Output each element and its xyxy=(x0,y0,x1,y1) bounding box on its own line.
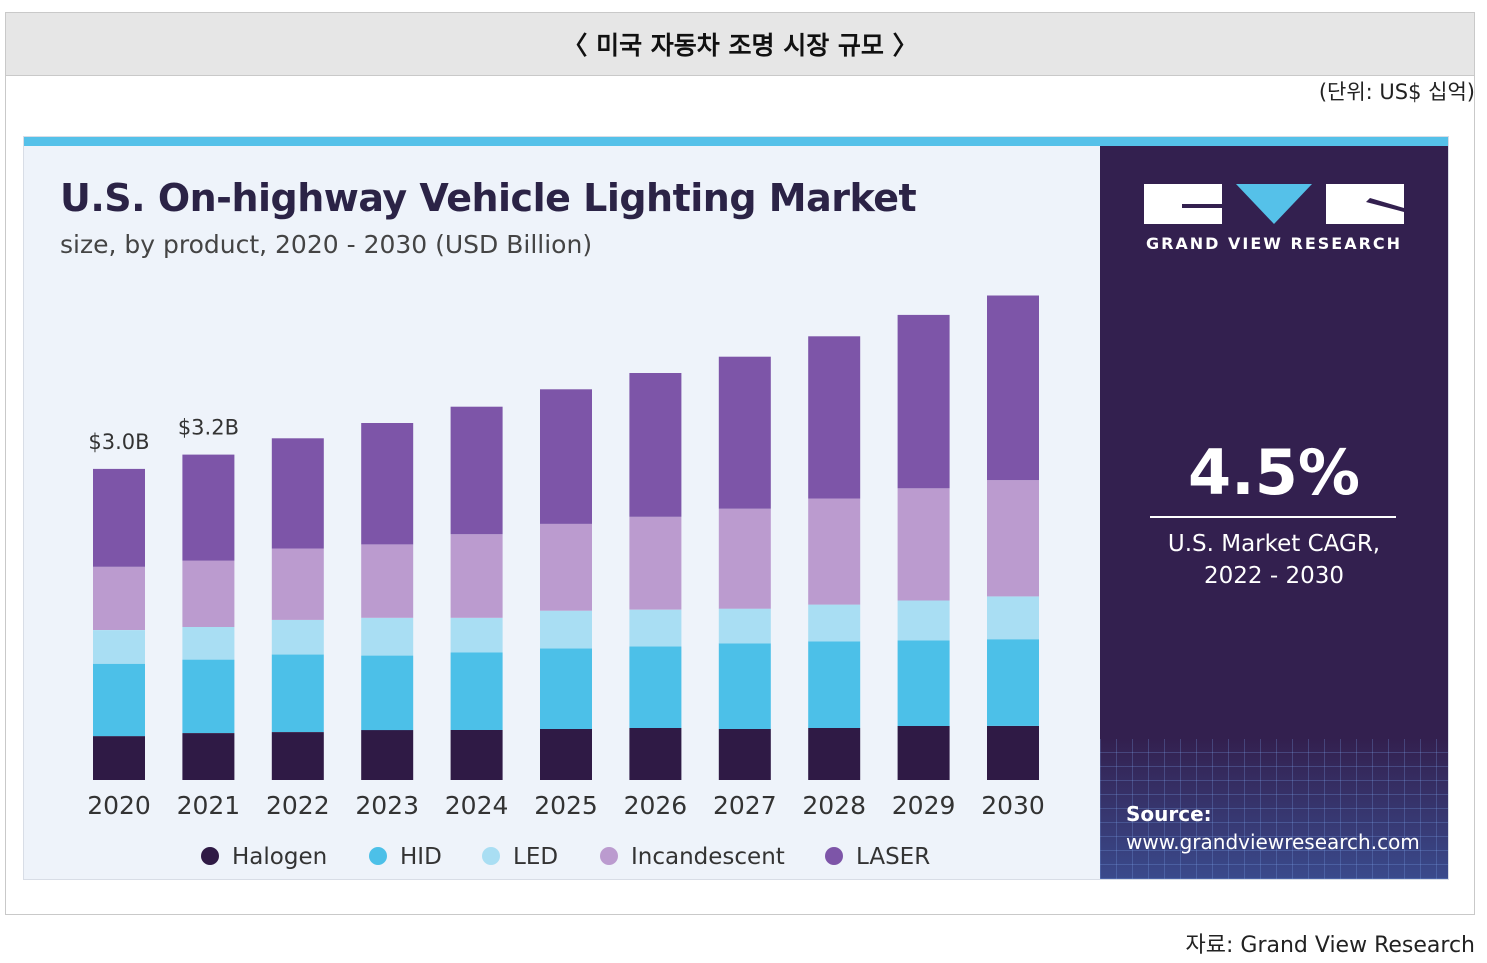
x-tick-label: 2021 xyxy=(177,791,241,820)
bar-halogen-2023 xyxy=(361,730,414,780)
data-label: $3.2B xyxy=(178,416,239,440)
bar-led-2029 xyxy=(897,600,950,641)
cagr-label-line1: U.S. Market CAGR, xyxy=(1167,531,1381,557)
brand-logo-icon xyxy=(1144,184,1404,224)
sidebar-panel: GRAND VIEW RESEARCH 4.5% U.S. Market CAG… xyxy=(1100,146,1448,879)
legend-label: HID xyxy=(400,844,442,870)
cagr-label: U.S. Market CAGR, 2022 - 2030 xyxy=(1100,528,1448,592)
bar-hid-2027 xyxy=(718,643,771,729)
legend-marker xyxy=(201,847,219,865)
bar-laser-2023 xyxy=(361,423,414,545)
bar-incandescent-2026 xyxy=(629,516,682,610)
bar-led-2024 xyxy=(450,617,503,653)
legend-marker xyxy=(825,847,843,865)
bar-laser-2025 xyxy=(540,389,592,524)
bar-led-2025 xyxy=(540,610,592,649)
bar-halogen-2024 xyxy=(450,730,503,780)
outer-frame: 〈 미국 자동차 조명 시장 규모 〉 xyxy=(5,12,1475,915)
unit-label: (단위: US$ 십억) xyxy=(1318,80,1475,104)
x-tick-label: 2029 xyxy=(892,791,956,820)
x-tick-label: 2026 xyxy=(624,791,688,820)
bar-halogen-2022 xyxy=(271,732,324,780)
bar-incandescent-2023 xyxy=(361,544,414,618)
bar-incandescent-2020 xyxy=(93,566,145,630)
bar-halogen-2030 xyxy=(987,725,1039,780)
chart-subtitle: size, by product, 2020 - 2030 (USD Billi… xyxy=(60,230,593,259)
bar-chart: 2020 $3.0B 2021 $3.2B 2022 2023 2024 2025 2026 20… xyxy=(87,295,1045,870)
bar-laser-2027 xyxy=(718,356,771,509)
bar-hid-2029 xyxy=(897,640,950,726)
bar-incandescent-2030 xyxy=(987,480,1039,597)
x-tick-label: 2020 xyxy=(87,791,151,820)
legend-marker xyxy=(482,847,500,865)
bar-led-2021 xyxy=(182,627,235,660)
bar-led-2022 xyxy=(271,619,324,655)
bar-hid-2022 xyxy=(271,654,324,732)
bar-incandescent-2021 xyxy=(182,560,235,627)
cagr-label-line2: 2022 - 2030 xyxy=(1204,563,1344,589)
data-label: $3.0B xyxy=(88,430,149,454)
bar-hid-2023 xyxy=(361,655,414,731)
x-tick-label: 2027 xyxy=(713,791,777,820)
x-tick-label: 2028 xyxy=(802,791,866,820)
bar-incandescent-2028 xyxy=(808,498,861,605)
bar-led-2026 xyxy=(629,609,682,647)
brand-name: GRAND VIEW RESEARCH xyxy=(1145,234,1403,253)
legend-label: LASER xyxy=(856,844,930,870)
divider xyxy=(1150,516,1396,518)
bar-halogen-2021 xyxy=(182,733,235,780)
bar-incandescent-2029 xyxy=(897,488,950,601)
bar-hid-2020 xyxy=(93,663,145,737)
chart-card: U.S. On-highway Vehicle Lighting Market … xyxy=(24,137,1448,879)
bar-laser-2026 xyxy=(629,373,682,517)
legend-marker xyxy=(369,847,387,865)
bar-led-2028 xyxy=(808,604,861,642)
legend-label: Incandescent xyxy=(631,844,785,870)
bar-led-2020 xyxy=(93,630,145,664)
bar-halogen-2027 xyxy=(718,729,771,780)
bar-halogen-2029 xyxy=(897,725,950,780)
source-title: Source: xyxy=(1126,802,1212,826)
legend-label: LED xyxy=(513,844,558,870)
bar-laser-2024 xyxy=(450,406,503,535)
bar-laser-2028 xyxy=(808,336,861,499)
bar-incandescent-2027 xyxy=(718,508,771,609)
source-url[interactable]: www.grandviewresearch.com xyxy=(1126,830,1420,854)
legend-label: Halogen xyxy=(232,844,327,870)
bar-hid-2024 xyxy=(450,652,503,730)
bar-laser-2021 xyxy=(182,454,235,561)
bar-hid-2025 xyxy=(540,648,592,729)
bar-halogen-2025 xyxy=(540,729,592,780)
cagr-value: 4.5% xyxy=(1188,436,1360,509)
legend-marker xyxy=(600,847,618,865)
bar-laser-2030 xyxy=(987,295,1039,481)
bar-led-2023 xyxy=(361,617,414,656)
bar-hid-2026 xyxy=(629,646,682,728)
bar-incandescent-2022 xyxy=(271,548,324,620)
bar-laser-2022 xyxy=(271,438,324,549)
bar-laser-2020 xyxy=(93,468,145,567)
page-title: 〈 미국 자동차 조명 시장 규모 〉 xyxy=(6,13,1474,76)
bar-halogen-2028 xyxy=(808,728,861,780)
bar-incandescent-2024 xyxy=(450,534,503,618)
bar-led-2027 xyxy=(718,608,771,644)
bar-laser-2029 xyxy=(897,314,950,489)
x-tick-label: 2030 xyxy=(981,791,1045,820)
bar-halogen-2020 xyxy=(93,736,145,780)
footer-source: 자료: Grand View Research xyxy=(1185,933,1475,958)
bar-incandescent-2025 xyxy=(540,524,592,611)
bar-hid-2030 xyxy=(987,639,1039,726)
bar-hid-2028 xyxy=(808,641,861,728)
x-tick-label: 2023 xyxy=(355,791,419,820)
x-tick-label: 2024 xyxy=(445,791,509,820)
bar-hid-2021 xyxy=(182,659,235,733)
chart-title: U.S. On-highway Vehicle Lighting Market xyxy=(60,176,917,220)
grid-pattern xyxy=(1100,739,1448,879)
bar-halogen-2026 xyxy=(629,728,682,780)
bar-led-2030 xyxy=(987,596,1039,640)
x-tick-label: 2025 xyxy=(534,791,598,820)
x-tick-label: 2022 xyxy=(266,791,330,820)
